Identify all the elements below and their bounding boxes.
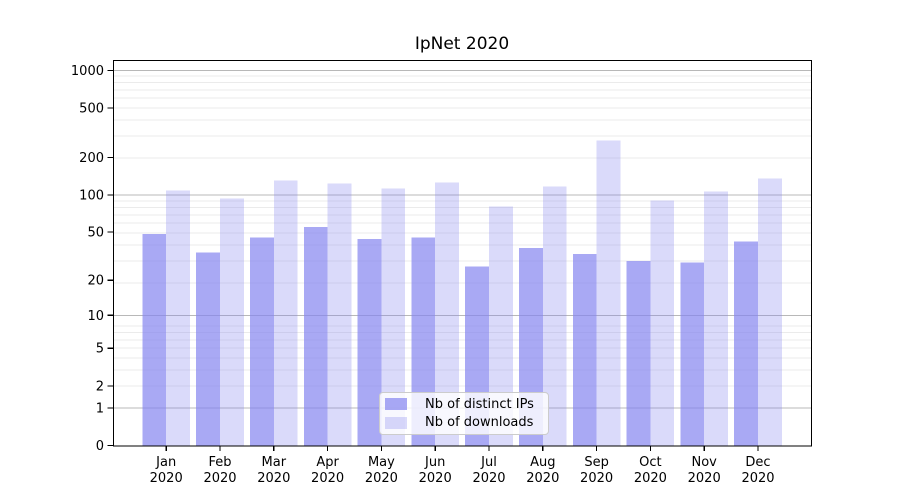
bar-distinct-ips-mar	[250, 237, 274, 446]
bar-downloads-jan	[166, 190, 190, 446]
bar-distinct-ips-nov	[680, 262, 705, 446]
y-tick-label: 100	[79, 188, 104, 203]
x-tick-label-mar: Mar 2020	[257, 455, 290, 486]
x-tick-label-jan: Jan 2020	[150, 455, 183, 486]
x-tick-label-aug: Aug 2020	[526, 455, 559, 486]
legend-swatch-downloads	[385, 416, 407, 429]
x-tick-label-feb: Feb 2020	[203, 455, 236, 486]
x-tick-label-apr: Apr 2020	[311, 455, 344, 486]
x-tick-label-dec: Dec 2020	[741, 455, 774, 486]
y-tick-label: 50	[87, 226, 104, 241]
bar-downloads-aug	[542, 186, 567, 446]
chart-title: IpNet 2020	[414, 34, 510, 54]
bar-downloads-jun	[435, 182, 459, 446]
y-tick-label: 10	[87, 309, 104, 324]
legend-label-downloads: Nb of downloads	[425, 415, 534, 431]
y-tick-label: 200	[79, 151, 104, 166]
bar-distinct-ips-may	[357, 238, 382, 446]
x-tick-label-oct: Oct 2020	[634, 455, 667, 486]
plot-border	[112, 59, 813, 447]
bar-downloads-oct	[650, 200, 675, 446]
bar-downloads-sep	[596, 140, 621, 446]
x-tick-label-nov: Nov 2020	[688, 455, 721, 486]
bar-distinct-ips-apr	[303, 226, 328, 446]
bar-downloads-mar	[273, 180, 298, 446]
bar-distinct-ips-sep	[572, 254, 597, 446]
legend-swatch-distinct-ips	[385, 398, 407, 411]
y-tick-label: 2	[96, 379, 104, 394]
x-tick-label-jul: Jul 2020	[472, 455, 505, 486]
y-tick-label: 1000	[71, 64, 104, 79]
bar-downloads-apr	[327, 183, 352, 446]
y-tick-label: 5	[96, 342, 104, 357]
bar-downloads-may	[381, 188, 406, 446]
bar-distinct-ips-feb	[196, 252, 220, 446]
y-tick-label: 1	[96, 401, 104, 416]
y-tick-label: 500	[79, 102, 104, 117]
legend-label-distinct-ips: Nb of distinct IPs	[425, 396, 534, 412]
x-tick-label-may: May 2020	[365, 455, 398, 486]
bar-distinct-ips-dec	[734, 241, 758, 446]
legend: Nb of distinct IPs Nb of downloads	[379, 392, 549, 435]
bar-downloads-nov	[704, 191, 728, 446]
y-tick-label: 0	[96, 439, 104, 454]
bar-downloads-jul	[489, 206, 513, 446]
bar-distinct-ips-oct	[626, 260, 651, 446]
legend-entry-distinct-ips: Nb of distinct IPs	[385, 395, 548, 414]
legend-entry-downloads: Nb of downloads	[385, 414, 548, 433]
bar-downloads-dec	[758, 178, 782, 446]
x-tick-label-sep: Sep 2020	[580, 455, 613, 486]
bar-downloads-feb	[220, 198, 244, 446]
bar-distinct-ips-jan	[142, 234, 167, 446]
x-tick-label-jun: Jun 2020	[419, 455, 452, 486]
y-tick-label: 20	[87, 274, 104, 289]
